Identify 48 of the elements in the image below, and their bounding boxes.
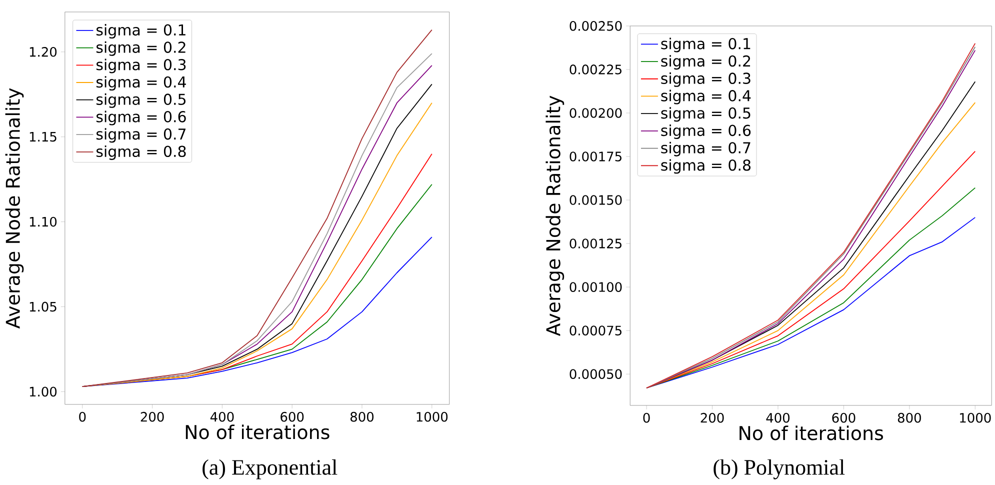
y-tick-label: 0.00125 <box>570 238 622 248</box>
y-tick-label: 0.00075 <box>570 326 622 336</box>
legend-label: sigma = 0.1 <box>96 24 186 38</box>
y-axis-title: Average Node Rationality <box>5 88 24 328</box>
legend-label: sigma = 0.3 <box>661 72 750 87</box>
y-tick-label: 0.00175 <box>570 151 622 162</box>
x-tick-label: 800 <box>898 412 921 423</box>
legend-label: sigma = 0.3 <box>96 58 186 74</box>
legend-label: sigma = 0.7 <box>661 142 750 156</box>
y-tick-label: 1.10 <box>30 216 57 227</box>
y-tick-label: 1.00 <box>30 386 57 396</box>
text: (b) Polynomial <box>714 459 845 480</box>
x-axis-title: No of iterations <box>740 425 884 440</box>
y-tick-label: 1.05 <box>30 302 56 312</box>
x-tick-label: 1000 <box>960 412 991 423</box>
legend-label: sigma = 0.2 <box>96 41 186 56</box>
legend-label: sigma = 0.6 <box>96 110 186 126</box>
legend-label: sigma = 0.8 <box>661 159 750 174</box>
legend-label: sigma = 0.5 <box>661 107 750 122</box>
legend-label: sigma = 0.6 <box>661 124 751 139</box>
y-tick-label: 0.00225 <box>570 64 622 74</box>
x-tick-label: 200 <box>140 412 164 422</box>
x-axis-title: No of iterations <box>186 424 330 440</box>
legend-label: sigma = 0.1 <box>661 38 750 52</box>
y-tick-label: 0.00100 <box>570 282 622 292</box>
y-tick-label: 0.00200 <box>570 108 622 118</box>
y-tick-label: 0.00050 <box>570 369 622 379</box>
x-tick-label: 800 <box>350 412 374 422</box>
x-tick-label: 1000 <box>416 412 448 422</box>
x-tick-label: 600 <box>280 412 304 422</box>
y-tick-label: 0.00250 <box>570 20 622 31</box>
y-tick-label: 1.20 <box>30 46 57 57</box>
x-tick-label: 200 <box>700 412 724 423</box>
legend-label: sigma = 0.5 <box>96 93 186 108</box>
text: (a) Exponential <box>202 459 338 480</box>
x-tick-label: 600 <box>832 412 856 423</box>
legend-label: sigma = 0.7 <box>96 128 186 142</box>
legend-label: sigma = 0.8 <box>96 145 186 160</box>
legend-label: sigma = 0.2 <box>661 54 750 70</box>
x-tick-label: 400 <box>766 412 790 423</box>
legend-label: sigma = 0.4 <box>661 90 751 104</box>
y-axis-title: Average Node Rationality <box>546 96 564 336</box>
y-tick-label: 0.00150 <box>570 194 622 205</box>
legend-label: sigma = 0.4 <box>96 76 186 90</box>
y-tick-label: 1.15 <box>30 132 56 142</box>
x-tick-label: 0 <box>643 412 650 423</box>
x-tick-label: 0 <box>79 412 86 422</box>
x-tick-label: 400 <box>210 412 234 422</box>
